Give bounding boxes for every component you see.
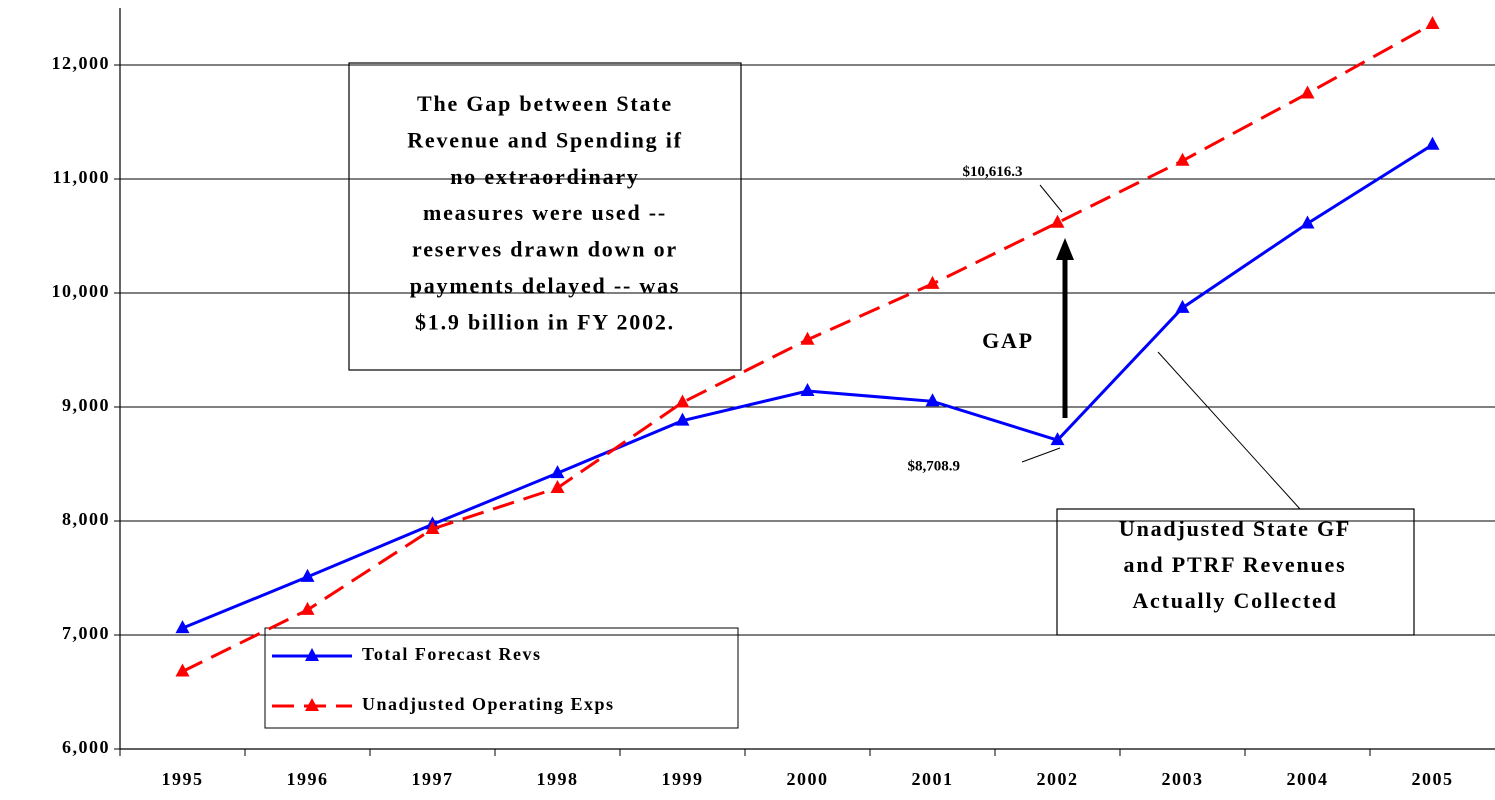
legend-label: Unadjusted Operating Exps xyxy=(362,694,615,714)
note-box xyxy=(348,62,742,371)
x-tick-label: 1995 xyxy=(162,769,204,789)
x-tick-label: 1997 xyxy=(412,769,454,789)
x-tick-label: 2001 xyxy=(912,769,954,789)
x-tick-label: 2004 xyxy=(1287,769,1329,789)
marker xyxy=(550,479,565,493)
legend-marker xyxy=(305,698,319,711)
y-tick-label: 10,000 xyxy=(52,281,111,301)
y-tick-label: 8,000 xyxy=(62,509,110,529)
marker xyxy=(1425,15,1440,29)
marker xyxy=(300,601,315,615)
x-tick-label: 2003 xyxy=(1162,769,1204,789)
note-line: measures were used -- xyxy=(423,200,667,225)
marker xyxy=(675,412,690,426)
y-tick-label: 6,000 xyxy=(62,737,110,757)
y-tick-label: 7,000 xyxy=(62,623,110,643)
x-tick-label: 2005 xyxy=(1412,769,1454,789)
y-tick-label: 11,000 xyxy=(52,167,110,187)
label-leader xyxy=(1039,184,1063,213)
note-line: payments delayed -- was xyxy=(410,273,681,298)
marker xyxy=(175,620,190,634)
y-tick-label: 9,000 xyxy=(62,395,110,415)
gap-label: GAP xyxy=(982,328,1034,353)
callout-line: Unadjusted State GF xyxy=(1119,516,1351,541)
legend-marker xyxy=(305,648,319,661)
note-line: Revenue and Spending if xyxy=(407,127,683,152)
note-line: $1.9 billion in FY 2002. xyxy=(415,309,675,334)
gap-arrow-head xyxy=(1056,238,1074,260)
marker xyxy=(925,275,940,289)
marker xyxy=(300,568,315,582)
x-tick-label: 1998 xyxy=(537,769,579,789)
marker xyxy=(1050,432,1065,446)
marker xyxy=(1175,152,1190,166)
x-tick-label: 1996 xyxy=(287,769,329,789)
value-label: $10,616.3 xyxy=(963,164,1023,180)
label-leader xyxy=(1021,447,1061,463)
marker xyxy=(1300,215,1315,229)
callout-box xyxy=(1056,508,1415,636)
marker xyxy=(550,465,565,479)
note-line: The Gap between State xyxy=(417,91,673,116)
marker xyxy=(675,394,690,408)
marker xyxy=(800,383,815,397)
callout-line: Actually Collected xyxy=(1132,588,1337,613)
marker xyxy=(925,393,940,407)
y-tick-label: 12,000 xyxy=(52,53,111,73)
x-tick-label: 1999 xyxy=(662,769,704,789)
note-line: no extraordinary xyxy=(450,164,640,189)
note-line: reserves drawn down or xyxy=(412,237,678,262)
marker xyxy=(1050,214,1065,228)
marker xyxy=(425,520,440,534)
marker xyxy=(1175,299,1190,313)
marker xyxy=(1300,85,1315,99)
x-tick-label: 2000 xyxy=(787,769,829,789)
legend xyxy=(264,627,739,729)
callout-leader xyxy=(1157,351,1301,510)
x-tick-label: 2002 xyxy=(1037,769,1079,789)
callout-line: and PTRF Revenues xyxy=(1124,552,1347,577)
legend-label: Total Forecast Revs xyxy=(362,644,541,664)
marker xyxy=(800,331,815,345)
marker xyxy=(1425,136,1440,150)
value-label: $8,708.9 xyxy=(908,459,961,475)
marker xyxy=(175,663,190,677)
